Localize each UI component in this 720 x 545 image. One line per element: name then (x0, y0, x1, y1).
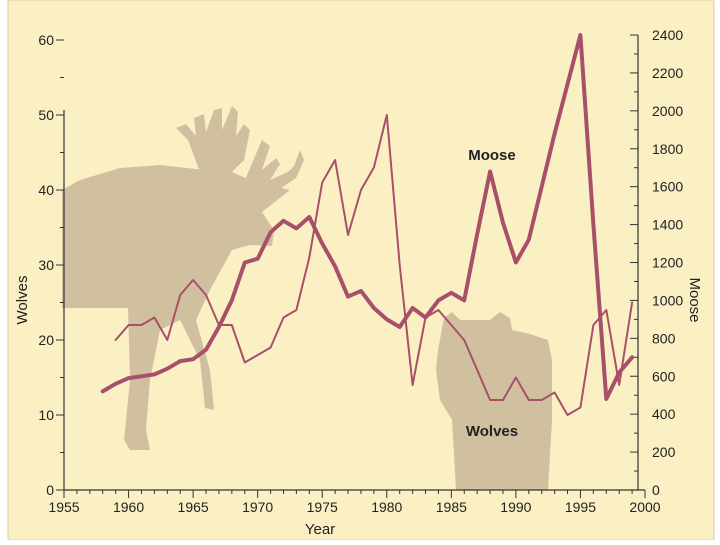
x-tick-label: 1965 (178, 499, 209, 515)
x-axis-ticks: 1955 1960 1965 1970 1975 1980 1985 1990 1995 2000 (48, 490, 661, 515)
y-right-tick-label: 2200 (652, 65, 683, 81)
y-left-tick-label: 0 (46, 482, 54, 498)
y-left-tick-label: 10 (38, 407, 54, 423)
y-right-tick-label: 600 (652, 368, 676, 384)
y-left-tick-label: 60 (38, 32, 54, 48)
x-tick-label: 1955 (48, 499, 79, 515)
y-axis-left-label: Wolves (14, 276, 31, 325)
y-axis-right-label: Moose (686, 277, 703, 322)
moose-series-label: Moose (468, 147, 516, 164)
y-right-tick-label: 1400 (652, 217, 683, 233)
x-tick-label: 1995 (565, 499, 596, 515)
y-axis-right-ticks: 0 200 400 600 800 1000 1200 1400 1600 1800 2000 220… (630, 27, 683, 498)
y-right-tick-label: 200 (652, 444, 676, 460)
y-axis-left-ticks: 0 10 20 30 40 50 60 (38, 32, 64, 498)
x-tick-label: 2000 (629, 499, 660, 515)
series-group (100, 33, 635, 416)
y-right-tick-label: 2400 (652, 27, 683, 43)
x-tick-label: 1960 (113, 499, 144, 515)
y-left-tick-label: 30 (38, 257, 54, 273)
x-tick-label: 1970 (242, 499, 273, 515)
y-right-tick-label: 800 (652, 330, 676, 346)
wolves-series-label: Wolves (466, 423, 518, 440)
y-right-tick-label: 1800 (652, 141, 683, 157)
series-line-wolves (114, 114, 634, 416)
y-right-tick-label: 1000 (652, 292, 683, 308)
y-right-tick-label: 0 (652, 482, 660, 498)
y-left-tick-label: 50 (38, 107, 54, 123)
x-tick-label: 1990 (500, 499, 531, 515)
x-tick-label: 1980 (371, 499, 402, 515)
y-right-tick-label: 1600 (652, 179, 683, 195)
x-tick-label: 1985 (436, 499, 467, 515)
y-right-tick-label: 400 (652, 406, 676, 422)
y-left-tick-label: 40 (38, 182, 54, 198)
x-tick-label: 1975 (307, 499, 338, 515)
series-line-moose (100, 33, 635, 401)
y-left-tick-label: 20 (38, 332, 54, 348)
y-right-tick-label: 1200 (652, 255, 683, 271)
x-axis-label: Year (305, 521, 335, 538)
y-right-tick-label: 2000 (652, 103, 683, 119)
